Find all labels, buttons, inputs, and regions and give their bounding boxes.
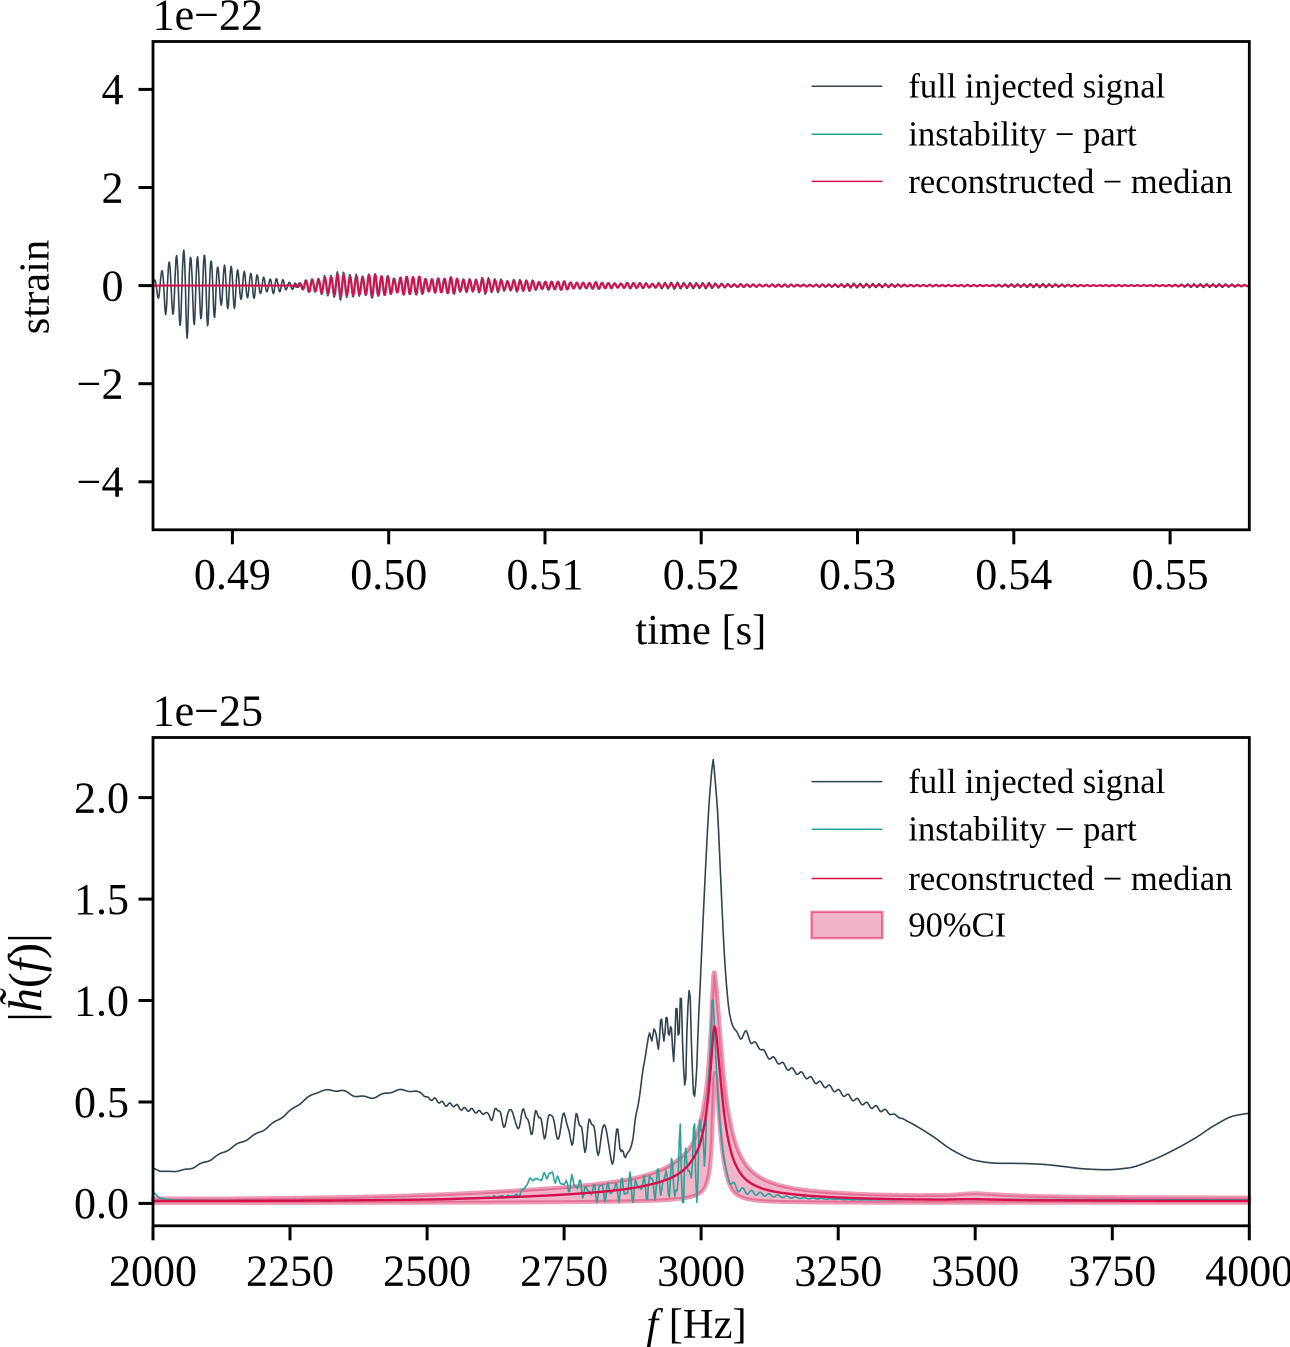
svg-text:reconstructed − median: reconstructed − median [908,860,1232,898]
svg-text:0.49: 0.49 [194,550,271,599]
svg-text:1e−22: 1e−22 [153,0,263,40]
svg-text:1e−25: 1e−25 [153,687,263,736]
svg-text:0.5: 0.5 [74,1078,129,1127]
svg-text:−2: −2 [77,360,124,409]
svg-text:4000: 4000 [1205,1246,1290,1295]
svg-text:−4: −4 [77,458,124,507]
svg-text:90%CI: 90%CI [908,906,1006,944]
svg-text:0.50: 0.50 [350,550,427,599]
svg-text:time [s]: time [s] [635,607,766,654]
svg-text:3750: 3750 [1068,1246,1156,1295]
svg-text:0.0: 0.0 [74,1179,129,1228]
svg-text:0.53: 0.53 [819,550,896,599]
svg-text:2: 2 [102,163,124,212]
svg-text:0.55: 0.55 [1132,550,1209,599]
svg-text:f [Hz]: f [Hz] [646,1301,746,1347]
svg-text:4: 4 [102,65,124,114]
svg-text:3250: 3250 [794,1246,882,1295]
svg-text:1.5: 1.5 [74,875,129,924]
svg-text:2750: 2750 [520,1246,608,1295]
svg-text:instability − part: instability − part [908,116,1137,154]
svg-text:3500: 3500 [931,1246,1019,1295]
svg-text:full injected signal: full injected signal [908,68,1165,106]
svg-text:2.0: 2.0 [74,773,129,822]
svg-text:2250: 2250 [246,1246,334,1295]
svg-text:0.54: 0.54 [975,550,1052,599]
svg-text:full injected signal: full injected signal [908,763,1165,801]
svg-text:3000: 3000 [657,1246,745,1295]
svg-text:1.0: 1.0 [74,976,129,1025]
svg-text:instability − part: instability − part [908,811,1137,849]
svg-text:2500: 2500 [383,1246,471,1295]
svg-text:0: 0 [102,261,124,310]
svg-text:|h̃(f)|: |h̃(f)| [0,933,53,1022]
svg-text:2000: 2000 [109,1246,197,1295]
svg-text:reconstructed − median: reconstructed − median [908,163,1232,201]
svg-text:0.52: 0.52 [663,550,740,599]
svg-text:strain: strain [12,240,59,334]
svg-text:0.51: 0.51 [507,550,584,599]
